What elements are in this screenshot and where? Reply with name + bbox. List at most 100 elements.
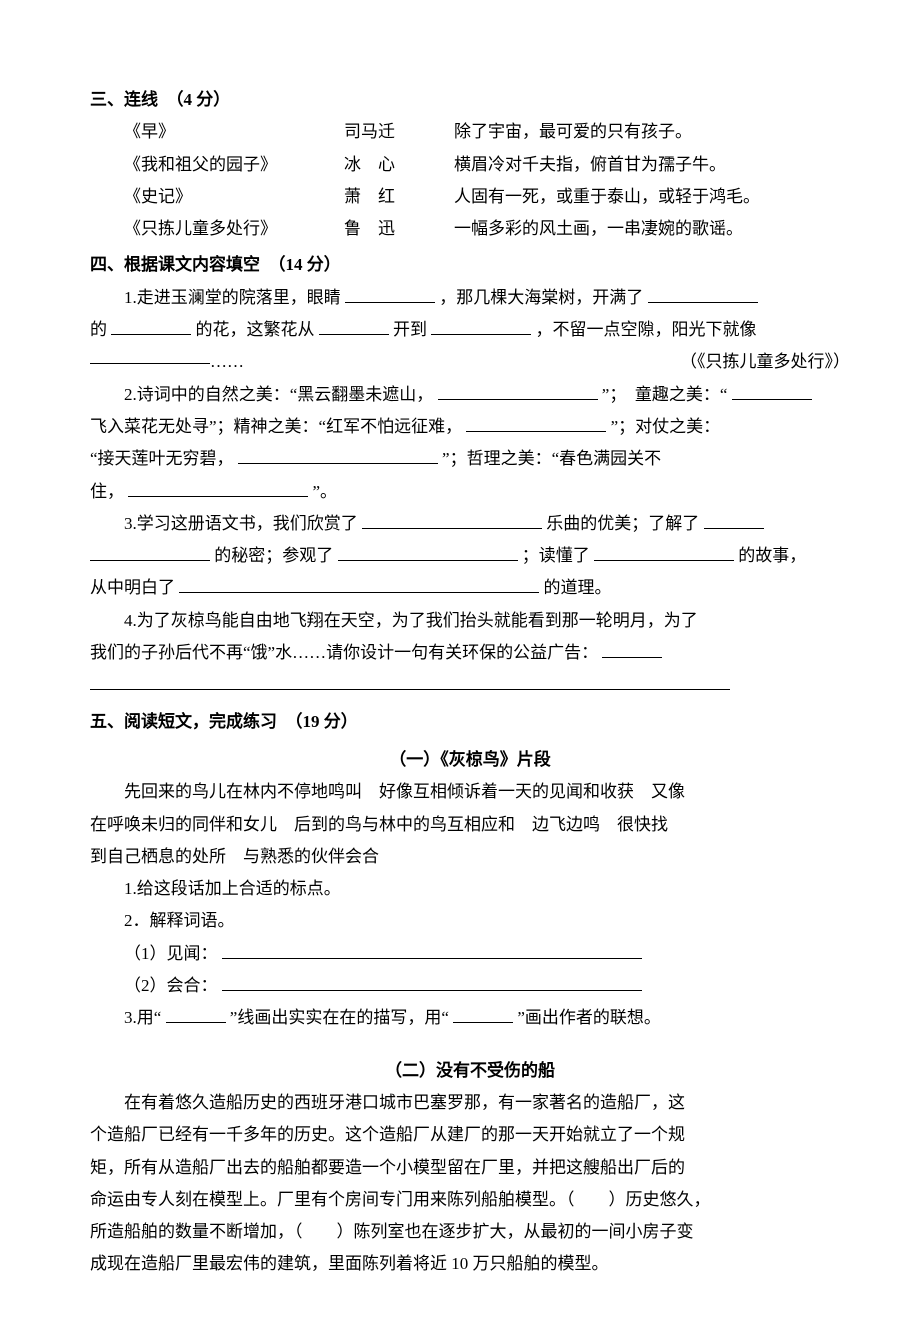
- passage-1-line: 在呼唤未归的同伴和女儿 后到的鸟与林中的鸟互相应和 边飞边鸣 很快找: [90, 809, 850, 841]
- fill-blank[interactable]: [704, 511, 764, 529]
- section-4-heading: 四、根据课文内容填空 （14 分）: [90, 249, 850, 281]
- text: ”； 童趣之美：“: [602, 385, 728, 404]
- fill-blank[interactable]: [345, 285, 435, 303]
- section-5-heading: 五、阅读短文，完成练习 （19 分）: [90, 706, 850, 738]
- matching-row: 《早》 司马迁 除了宇宙，最可爱的只有孩子。: [124, 116, 850, 148]
- text: （1）见闻：: [124, 944, 218, 963]
- fill-blank[interactable]: [466, 414, 606, 432]
- fill-blank[interactable]: [732, 382, 812, 400]
- text: ……: [210, 346, 244, 378]
- text: 1.走进玉澜堂的院落里，眼睛: [124, 288, 341, 307]
- fill-blank[interactable]: [238, 446, 438, 464]
- author-name: 鲁 迅: [344, 213, 454, 245]
- text: 住，: [90, 482, 124, 501]
- q4-4-line3: [90, 669, 850, 701]
- p1-q3: 3.用“ ”线画出实实在在的描写，用“ ”画出作者的联想。: [124, 1002, 850, 1034]
- text: 开到: [393, 320, 427, 339]
- text: （2）会合：: [124, 976, 218, 995]
- passage-1-line: 先回来的鸟儿在林内不停地鸣叫 好像互相倾诉着一天的见闻和收获 又像: [90, 776, 850, 808]
- passage-2-line: 在有着悠久造船历史的西班牙港口城市巴塞罗那，有一家著名的造船厂，这: [90, 1087, 850, 1119]
- text: 的花，这繁花从: [196, 320, 315, 339]
- p1-q2: 2．解释词语。: [124, 905, 850, 937]
- q4-3-line3: 从中明白了 的道理。: [90, 572, 850, 604]
- q4-1-line1: 1.走进玉澜堂的院落里，眼睛 ，那几棵大海棠树，开满了: [90, 282, 850, 314]
- fill-blank[interactable]: [438, 382, 598, 400]
- q4-4-line1: 4.为了灰椋鸟能自由地飞翔在天空，为了我们抬头就能看到那一轮明月，为了: [90, 605, 850, 637]
- p1-q2b: （2）会合：: [124, 970, 850, 1002]
- fill-blank[interactable]: [222, 973, 642, 991]
- quote-text: 横眉冷对千夫指，俯首甘为孺子牛。: [454, 149, 850, 181]
- text: ”画出作者的联想。: [517, 1008, 661, 1027]
- work-title: 《只拣儿童多处行》: [124, 213, 344, 245]
- fill-blank[interactable]: [90, 346, 210, 364]
- q4-1-line3: …… （《只拣儿童多处行》）: [90, 346, 850, 378]
- passage-2-line: 矩，所有从造船厂出去的船舶都要造一个小模型留在厂里，并把这艘船出厂后的: [90, 1152, 850, 1184]
- fill-blank[interactable]: [166, 1005, 226, 1023]
- text: 我们的子孙后代不再“饿”水……请你设计一句有关环保的公益广告：: [90, 643, 598, 662]
- passage-2-line: 命运由专人刻在模型上。厂里有个房间专门用来陈列船舶模型。（ ）历史悠久，: [90, 1184, 850, 1216]
- author-name: 萧 红: [344, 181, 454, 213]
- q4-2-line2: 飞入菜花无处寻”；精神之美：“红军不怕远征难， ”；对仗之美：: [90, 411, 850, 443]
- quote-text: 除了宇宙，最可爱的只有孩子。: [454, 116, 850, 148]
- fill-blank[interactable]: [338, 543, 518, 561]
- fill-blank[interactable]: [362, 511, 542, 529]
- q4-1-line2: 的 的花，这繁花从 开到 ，不留一点空隙，阳光下就像: [90, 314, 850, 346]
- text: 3.学习这册语文书，我们欣赏了: [124, 514, 358, 533]
- section-3-heading: 三、连线 （4 分）: [90, 84, 850, 116]
- q4-3-line1: 3.学习这册语文书，我们欣赏了 乐曲的优美；了解了: [90, 508, 850, 540]
- text: ”线画出实实在在的描写，用“: [230, 1008, 449, 1027]
- fill-blank[interactable]: [111, 317, 191, 335]
- passage-2-line: 所造船舶的数量不断增加，（ ）陈列室也在逐步扩大，从最初的一间小房子变: [90, 1216, 850, 1248]
- passage-2-title: （二）没有不受伤的船: [90, 1055, 850, 1087]
- text: 3.用“: [124, 1008, 161, 1027]
- q4-2-line1: 2.诗词中的自然之美：“黑云翻墨未遮山， ”； 童趣之美：“: [90, 379, 850, 411]
- text: 2.诗词中的自然之美：“黑云翻墨未遮山，: [124, 385, 433, 404]
- text: 的故事，: [738, 546, 806, 565]
- passage-2-line: 成现在造船厂里最宏伟的建筑，里面陈列着将近 10 万只船舶的模型。: [90, 1248, 850, 1280]
- fill-blank[interactable]: [453, 1005, 513, 1023]
- text: 的秘密；参观了: [214, 546, 333, 565]
- text: 飞入菜花无处寻”；精神之美：“红军不怕远征难，: [90, 417, 462, 436]
- fill-blank[interactable]: [431, 317, 531, 335]
- q4-3-line2: 的秘密；参观了 ；读懂了 的故事，: [90, 540, 850, 572]
- fill-blank[interactable]: [222, 941, 642, 959]
- text: ”。: [313, 482, 338, 501]
- passage-1-title: （一）《灰椋鸟》片段: [90, 744, 850, 776]
- matching-row: 《史记》 萧 红 人固有一死，或重于泰山，或轻于鸿毛。: [124, 181, 850, 213]
- matching-row: 《只拣儿童多处行》 鲁 迅 一幅多彩的风土画，一串凄婉的歌谣。: [124, 213, 850, 245]
- text: 的道理。: [544, 578, 612, 597]
- fill-blank[interactable]: [319, 317, 389, 335]
- citation: （《只拣儿童多处行》）: [680, 346, 850, 378]
- text: 4.为了灰椋鸟能自由地飞翔在天空，为了我们抬头就能看到那一轮明月，为了: [124, 611, 698, 630]
- fill-blank[interactable]: [602, 640, 662, 658]
- fill-blank[interactable]: [594, 543, 734, 561]
- fill-blank[interactable]: [90, 672, 730, 690]
- text: ；读懂了: [522, 546, 590, 565]
- p1-q1: 1.给这段话加上合适的标点。: [124, 873, 850, 905]
- work-title: 《早》: [124, 116, 344, 148]
- passage-2-line: 个造船厂已经有一千多年的历史。这个造船厂从建厂的那一天开始就立了一个规: [90, 1119, 850, 1151]
- q4-2-line3: “接天莲叶无穷碧， ”；哲理之美：“春色满园关不: [90, 443, 850, 475]
- text: 乐曲的优美；了解了: [546, 514, 699, 533]
- p1-q2a: （1）见闻：: [124, 938, 850, 970]
- q4-2-line4: 住， ”。: [90, 476, 850, 508]
- fill-blank[interactable]: [90, 543, 210, 561]
- text: “接天莲叶无穷碧，: [90, 449, 234, 468]
- text: ”；对仗之美：: [611, 417, 721, 436]
- passage-1-line: 到自己栖息的处所 与熟悉的伙伴会合: [90, 841, 850, 873]
- fill-blank[interactable]: [648, 285, 758, 303]
- text: 的: [90, 320, 107, 339]
- text: ，那几棵大海棠树，开满了: [439, 288, 643, 307]
- author-name: 冰 心: [344, 149, 454, 181]
- text: 从中明白了: [90, 578, 175, 597]
- text: ，不留一点空隙，阳光下就像: [536, 320, 757, 339]
- text: ”；哲理之美：“春色满园关不: [442, 449, 661, 468]
- quote-text: 人固有一死，或重于泰山，或轻于鸿毛。: [454, 181, 850, 213]
- author-name: 司马迁: [344, 116, 454, 148]
- q4-4-line2: 我们的子孙后代不再“饿”水……请你设计一句有关环保的公益广告：: [90, 637, 850, 669]
- fill-blank[interactable]: [128, 479, 308, 497]
- matching-row: 《我和祖父的园子》 冰 心 横眉冷对千夫指，俯首甘为孺子牛。: [124, 149, 850, 181]
- fill-blank[interactable]: [179, 575, 539, 593]
- work-title: 《我和祖父的园子》: [124, 149, 344, 181]
- work-title: 《史记》: [124, 181, 344, 213]
